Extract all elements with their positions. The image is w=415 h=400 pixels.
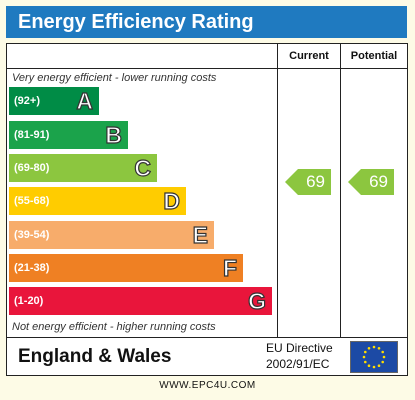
eu-flag-icon [350, 341, 398, 373]
band-range: (55-68) [14, 195, 50, 207]
band-f: (21-38) F [9, 254, 243, 282]
band-range: (21-38) [14, 262, 50, 274]
divider-horizontal [7, 68, 407, 69]
divider-vertical [340, 44, 341, 338]
region-label: England & Wales [18, 346, 172, 367]
band-b: (81-91) B [9, 121, 128, 149]
watermark-url: WWW.EPC4U.COM [159, 380, 256, 391]
eu-directive: EU Directive 2002/91/EC [266, 340, 333, 372]
band-letter: D [163, 187, 181, 214]
band-letter: C [134, 154, 152, 181]
band-e: (39-54) E [9, 221, 214, 249]
divider-vertical [277, 44, 278, 338]
band-range: (1-20) [14, 295, 44, 307]
eu-directive-line1: EU Directive [266, 341, 333, 355]
band-letter: E [192, 221, 209, 248]
band-c: (69-80) C [9, 154, 157, 182]
potential-rating-arrow: 69 [348, 169, 394, 195]
band-range: (69-80) [14, 162, 50, 174]
band-letter: B [105, 121, 123, 148]
current-rating-arrow: 69 [285, 169, 331, 195]
bottom-note: Not energy efficient - higher running co… [12, 321, 216, 333]
band-letter: F [222, 254, 237, 281]
eu-directive-line2: 2002/91/EC [266, 357, 330, 371]
potential-column-header: Potential [350, 50, 398, 62]
band-a: (92+) A [9, 87, 99, 115]
band-letter: A [76, 87, 94, 114]
eu-stars-icon [362, 345, 386, 369]
divider-horizontal [7, 337, 407, 338]
band-d: (55-68) D [9, 187, 186, 215]
top-note: Very energy efficient - lower running co… [12, 72, 217, 84]
band-range: (81-91) [14, 129, 50, 141]
current-column-header: Current [289, 50, 329, 62]
band-range: (39-54) [14, 229, 50, 241]
band-g: (1-20) G [9, 287, 272, 315]
rating-panel: Current Potential Very energy efficient … [6, 43, 408, 376]
chart-title: Energy Efficiency Rating [6, 6, 407, 38]
band-range: (92+) [14, 95, 40, 107]
band-letter: G [248, 287, 267, 314]
